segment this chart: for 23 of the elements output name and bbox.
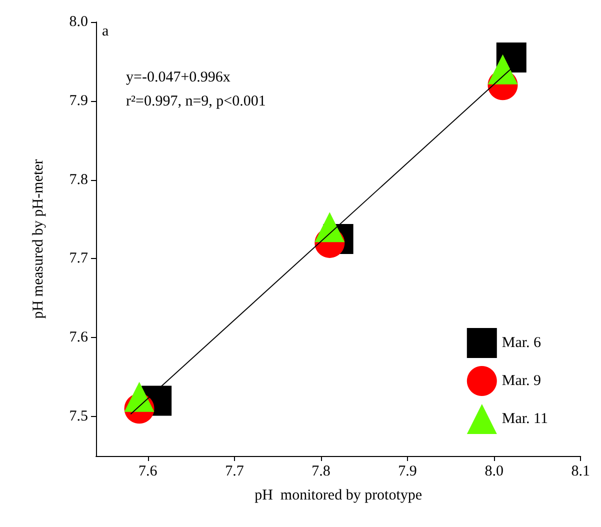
point xyxy=(488,54,518,84)
y-tick-label: 7.5 xyxy=(69,408,88,425)
annotation: y=-0.047+0.996x xyxy=(126,70,231,86)
y-tick-label: 8.0 xyxy=(69,14,88,30)
legend-label: Mar. 9 xyxy=(502,373,542,389)
annotation: a xyxy=(102,24,109,40)
point xyxy=(124,382,154,412)
annotation: r²=0.997, n=9, p<0.001 xyxy=(126,94,266,110)
x-tick-label: 7.6 xyxy=(138,464,158,480)
x-tick-label: 8.0 xyxy=(484,464,504,480)
legend-label: Mar. 11 xyxy=(502,411,548,427)
x-tick-label: 8.1 xyxy=(571,464,590,480)
x-tick-label: 7.8 xyxy=(312,464,330,480)
x-tick-label: 7.9 xyxy=(398,464,417,480)
y-axis-title: pH measured by pH-meter xyxy=(30,159,46,319)
y-tick-label: 7.6 xyxy=(69,330,88,346)
y-tick-label: 7.7 xyxy=(69,250,88,267)
legend-label: Mar. 6 xyxy=(502,335,542,351)
x-tick-label: 7.7 xyxy=(225,464,244,480)
y-tick-label: 7.8 xyxy=(69,172,88,188)
x-axis-title: pH monitored by prototype xyxy=(254,488,422,504)
point xyxy=(314,212,345,242)
y-tick-label: 7.9 xyxy=(69,92,88,109)
